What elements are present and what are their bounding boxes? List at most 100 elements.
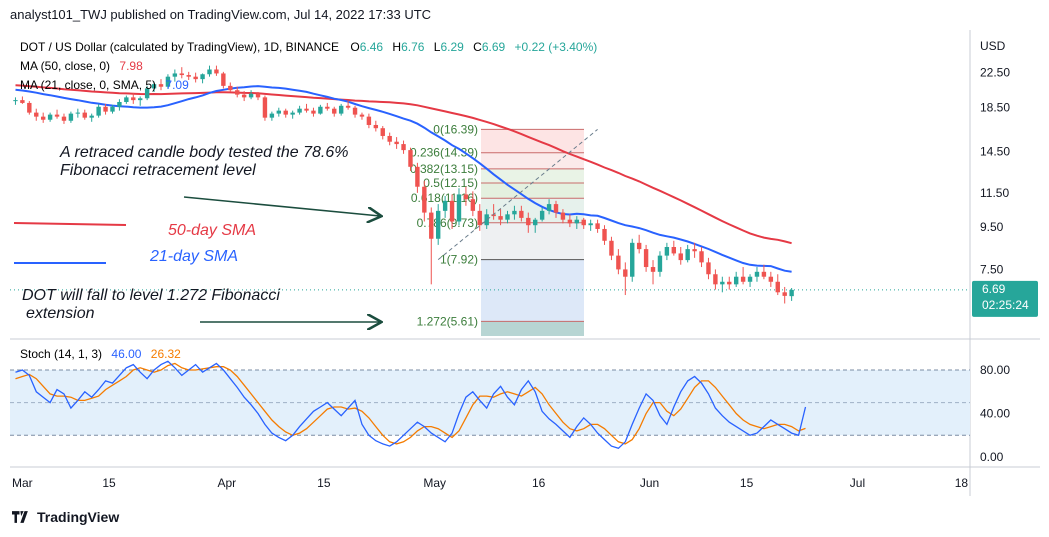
candle[interactable] [54,109,60,119]
fibonacci-retracement[interactable]: 0(16.39) 0.236(14.39) 0.382(13.15)0.5(12.1… [410,122,584,336]
candle[interactable] [283,108,288,118]
candle[interactable] [13,97,18,105]
candle[interactable] [713,269,718,290]
candle[interactable] [96,103,101,118]
candle[interactable] [61,113,67,124]
candle[interactable] [352,105,358,118]
candle[interactable] [740,267,746,285]
candle[interactable] [20,96,25,104]
candle[interactable] [345,101,351,110]
candle[interactable] [82,109,87,120]
candle[interactable] [754,267,760,282]
candle[interactable] [616,249,621,275]
candle[interactable] [311,107,316,117]
candle[interactable] [131,92,136,104]
candle[interactable] [526,212,531,233]
candle[interactable] [158,79,164,91]
candle[interactable] [567,214,573,228]
candle[interactable] [664,242,670,261]
candle[interactable] [262,95,268,121]
candle[interactable] [235,86,240,98]
candle[interactable] [151,81,157,92]
candle[interactable] [422,180,427,222]
candle[interactable] [394,137,399,149]
candle[interactable] [581,217,586,229]
candle[interactable] [657,251,663,277]
candle[interactable] [747,274,753,287]
candle[interactable] [110,104,115,114]
candle[interactable] [165,74,171,89]
arrow-retrace[interactable] [183,196,380,216]
candle[interactable] [553,200,559,218]
candle[interactable] [338,103,344,116]
candle[interactable] [630,238,635,282]
candle[interactable] [678,246,683,265]
candle[interactable] [775,274,780,296]
candle[interactable] [789,288,794,301]
candle[interactable] [733,271,739,287]
candle[interactable] [415,162,420,193]
candle[interactable] [380,126,385,140]
stoch-d-line[interactable] [15,362,806,445]
candle[interactable] [560,209,566,224]
stoch-axis[interactable]: 80.00 40.00 0.00 [980,363,1010,464]
candle[interactable] [40,112,46,123]
candle[interactable] [138,96,143,106]
candle[interactable] [387,132,392,146]
candle[interactable] [484,209,489,229]
candle[interactable] [193,72,198,83]
candle[interactable] [546,199,552,215]
candle[interactable] [685,244,690,263]
candle[interactable] [255,91,261,101]
candle[interactable] [449,194,455,229]
price-axis[interactable]: 22.50 18.50 14.50 11.50 9.50 7.50 [980,66,1010,277]
candle[interactable] [103,103,108,115]
candle[interactable] [442,195,448,218]
candle[interactable] [269,111,275,121]
candle[interactable] [768,271,774,287]
candle[interactable] [574,216,579,229]
candle[interactable] [761,264,767,280]
candle[interactable] [359,112,365,120]
candle[interactable] [491,204,496,220]
candle[interactable] [435,204,441,245]
candle[interactable] [332,106,337,117]
candle[interactable] [373,120,379,132]
candle[interactable] [34,108,39,121]
candlestick-series[interactable] [13,65,794,304]
time-axis[interactable]: Mar 15 Apr 15 May 16 Jun 15 Jul 18 [12,476,968,490]
candle[interactable] [401,140,406,154]
candle[interactable] [498,209,503,226]
candle[interactable] [47,112,53,122]
candle[interactable] [602,225,607,245]
candle[interactable] [366,113,372,129]
candle[interactable] [505,210,510,224]
candle[interactable] [429,207,434,285]
candle[interactable] [477,204,482,231]
candle[interactable] [463,186,469,206]
candle[interactable] [782,286,787,304]
candle[interactable] [144,85,150,101]
candle[interactable] [692,242,697,258]
candle[interactable] [470,191,476,217]
candle[interactable] [456,188,462,226]
candle[interactable] [276,107,282,117]
candle[interactable] [248,90,254,100]
candle[interactable] [533,217,538,233]
candle[interactable] [519,205,524,222]
candle[interactable] [623,262,628,296]
candle[interactable] [588,219,593,231]
candle[interactable] [200,73,205,84]
candle[interactable] [228,82,233,92]
footer-brand[interactable]: TradingView [12,509,119,525]
candle[interactable] [75,108,81,118]
candle[interactable] [650,260,656,285]
candle[interactable] [609,236,614,261]
candle[interactable] [297,105,302,115]
candle[interactable] [68,111,74,123]
candle[interactable] [214,65,219,76]
candle[interactable] [720,276,725,293]
ma21-line[interactable] [15,85,792,273]
candle[interactable] [241,91,247,102]
candle[interactable] [706,257,711,280]
